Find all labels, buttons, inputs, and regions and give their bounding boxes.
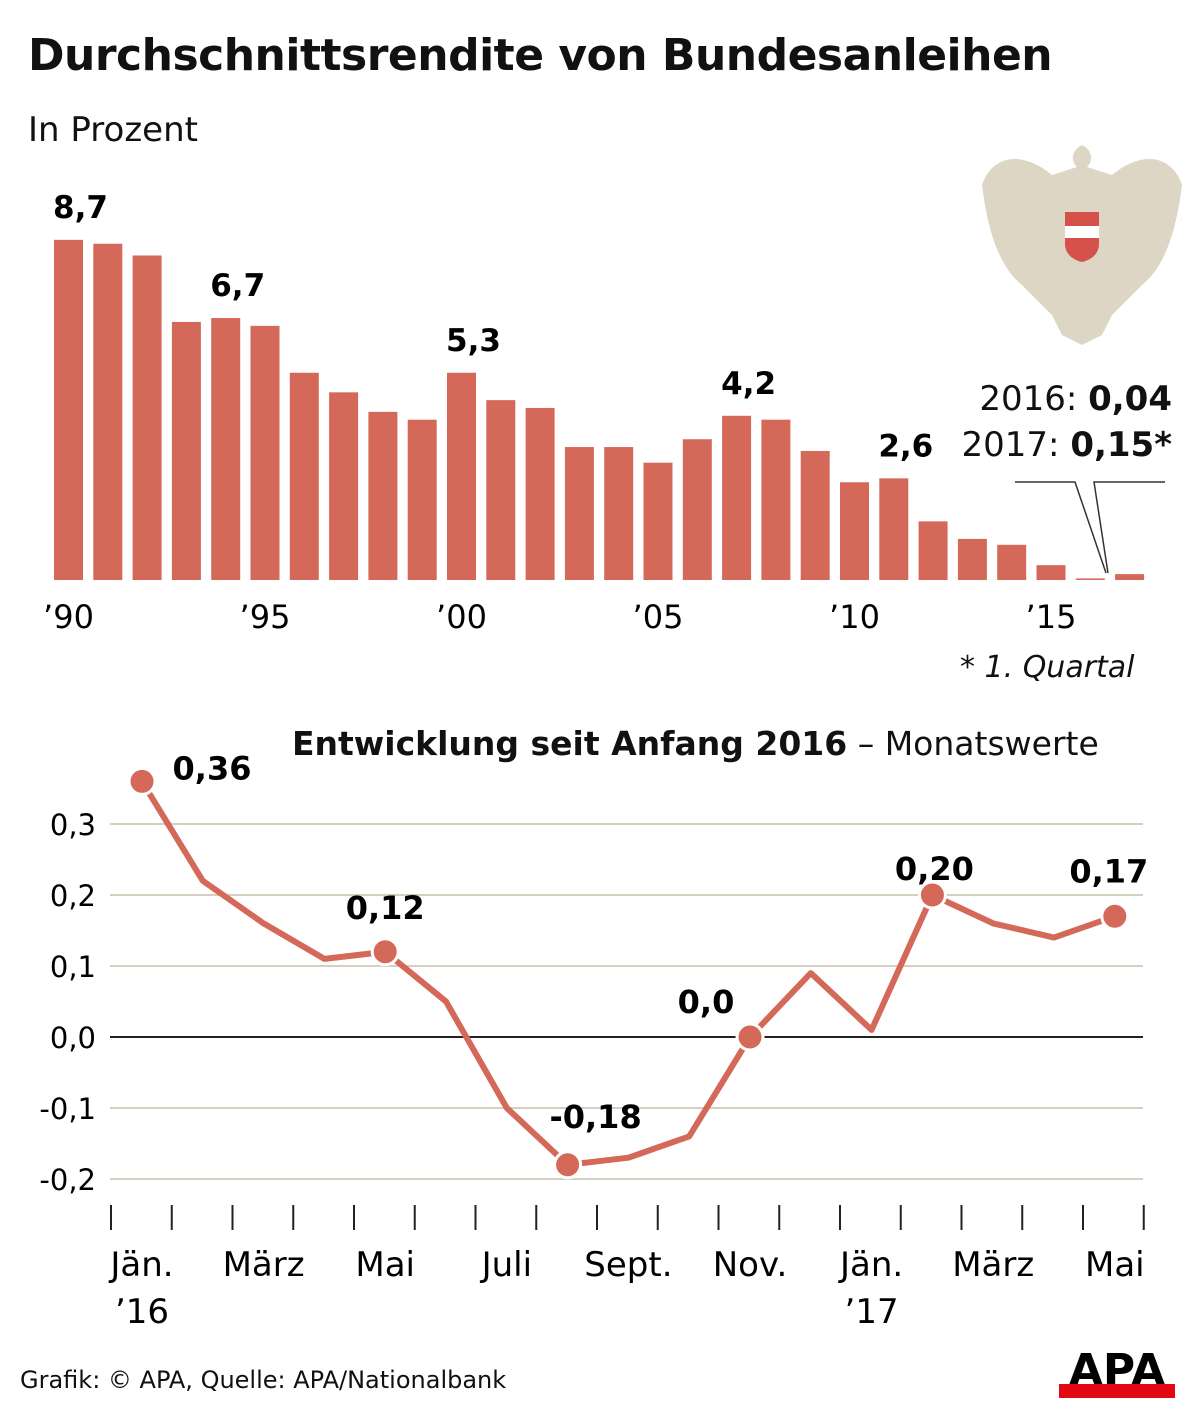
bar-value-label: 8,7	[53, 190, 108, 226]
bar-2004	[604, 447, 634, 580]
point-value-label: 0,12	[346, 889, 425, 927]
x-tick-label: Mai	[355, 1245, 415, 1285]
y-tick-label: -0,1	[39, 1092, 96, 1126]
bar-1993	[171, 321, 201, 580]
bar-value-label: 5,3	[446, 323, 501, 359]
data-point	[917, 880, 947, 910]
point-value-label: 0,0	[678, 983, 735, 1021]
bar-2009	[800, 450, 830, 580]
bar-2002	[525, 407, 555, 580]
bar-1995	[250, 325, 280, 580]
bar-1990	[54, 239, 83, 580]
x-tick-label: ’15	[1026, 598, 1077, 636]
bar-2008	[761, 419, 791, 580]
chart-subtitle: In Prozent	[28, 110, 198, 150]
x-tick-label: Juli	[480, 1245, 532, 1285]
annotation-leader-line	[1015, 481, 1165, 574]
bar-2011	[879, 478, 909, 580]
bar-value-label: 6,7	[210, 268, 265, 304]
bar-2006	[682, 439, 712, 580]
bar-2001	[486, 400, 516, 580]
x-tick-label: ’10	[829, 598, 880, 636]
bar-value-label: 2,6	[878, 428, 933, 464]
data-point	[370, 937, 400, 967]
x-tick-label: März	[952, 1245, 1034, 1285]
bar-2000	[447, 372, 476, 580]
annotation-2016-value: 0,04	[1088, 379, 1172, 419]
bar-1998	[368, 411, 398, 580]
line-chart-title-rest: – Monatswerte	[847, 724, 1099, 763]
apa-logo: APA	[1059, 1345, 1175, 1398]
y-tick-label: 0,2	[50, 879, 96, 913]
bar-2015	[1036, 565, 1066, 580]
x-tick-label: ’90	[43, 598, 94, 636]
annotation-2016-label: 2016:	[979, 379, 1078, 419]
bar-2005	[643, 462, 673, 580]
x-tick-label: ’95	[240, 598, 291, 636]
point-value-label: 0,36	[173, 749, 252, 787]
bar-2010	[840, 482, 869, 580]
bar-2014	[997, 544, 1027, 580]
point-value-label: 0,20	[895, 850, 974, 888]
bar-1999	[407, 419, 437, 580]
line-chart-title-bold: Entwicklung seit Anfang 2016	[292, 724, 848, 763]
recent-years-annotation: 2016: 0,04 2017: 0,15*	[960, 376, 1172, 468]
bar-2012	[918, 521, 948, 580]
y-tick-label: 0,1	[50, 950, 96, 984]
bar-2016	[1075, 578, 1105, 580]
x-tick-label: ’05	[633, 598, 684, 636]
annotation-2017-label: 2017:	[961, 425, 1060, 465]
line-chart-title: Entwicklung seit Anfang 2016 – Monatswer…	[292, 724, 1099, 763]
annotation-2017-value: 0,15*	[1070, 425, 1172, 465]
x-tick-label: Jän.	[108, 1245, 173, 1285]
bar-1994	[211, 318, 241, 580]
x-tick-year-label: ’17	[845, 1292, 899, 1332]
data-point	[1100, 901, 1130, 931]
point-value-label: -0,18	[549, 1098, 641, 1136]
x-tick-year-label: ’16	[115, 1292, 169, 1332]
bar-1997	[329, 392, 359, 580]
data-point	[735, 1022, 765, 1052]
footnote: * 1. Quartal	[960, 650, 1135, 685]
bar-2013	[957, 538, 987, 580]
bar-2017	[1115, 574, 1145, 580]
bar-1996	[289, 372, 319, 580]
source-footer: Grafik: © APA, Quelle: APA/Nationalbank	[20, 1366, 507, 1394]
y-tick-label: -0,2	[39, 1163, 96, 1197]
x-tick-label: Jän.	[838, 1245, 903, 1285]
chart-title: Durchschnittsrendite von Bundesanleihen	[28, 30, 1053, 81]
bar-value-label: 4,2	[721, 366, 776, 402]
bar-2007	[722, 415, 752, 580]
bar-1991	[93, 243, 123, 581]
bar-1992	[132, 255, 162, 580]
y-tick-label: 0,3	[50, 808, 96, 842]
data-point	[127, 766, 157, 796]
bar-2003	[564, 447, 594, 580]
x-tick-label: März	[223, 1245, 305, 1285]
y-tick-label: 0,0	[50, 1021, 96, 1055]
x-tick-label: ’00	[436, 598, 487, 636]
x-tick-label: Sept.	[584, 1245, 672, 1285]
x-tick-label: Mai	[1085, 1245, 1145, 1285]
austrian-eagle-icon	[982, 145, 1182, 345]
data-point	[553, 1150, 583, 1180]
series-line	[139, 779, 1116, 1168]
point-value-label: 0,17	[1069, 852, 1148, 890]
x-tick-label: Nov.	[713, 1245, 788, 1285]
